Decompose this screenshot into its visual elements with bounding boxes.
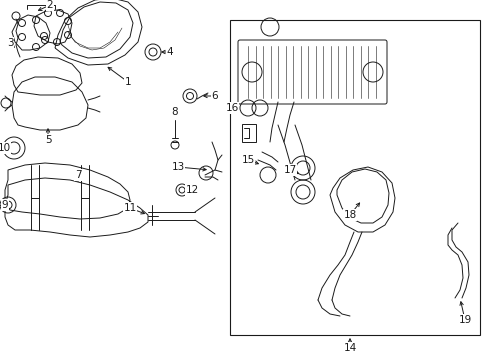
Text: 1: 1: [124, 77, 131, 87]
Text: 15: 15: [241, 155, 254, 165]
Text: 13: 13: [171, 162, 184, 172]
Text: 11: 11: [123, 203, 136, 213]
Text: 8: 8: [171, 107, 178, 117]
Text: 2: 2: [46, 0, 53, 10]
Text: 17: 17: [283, 165, 296, 175]
Text: 18: 18: [343, 210, 356, 220]
Text: 3: 3: [7, 38, 13, 48]
Text: 12: 12: [185, 185, 198, 195]
Text: 14: 14: [343, 343, 356, 353]
Text: 7: 7: [75, 170, 81, 180]
Text: 10: 10: [0, 143, 11, 153]
Text: 19: 19: [457, 315, 470, 325]
Text: 4: 4: [166, 47, 173, 57]
Text: 6: 6: [211, 91, 218, 101]
Text: 16: 16: [225, 103, 238, 113]
Text: 5: 5: [44, 135, 51, 145]
Text: 9: 9: [1, 200, 8, 210]
